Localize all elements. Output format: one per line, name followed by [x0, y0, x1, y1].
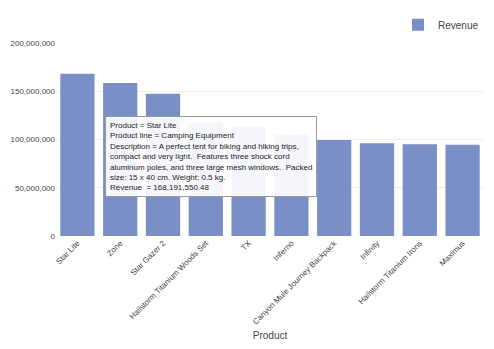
svg-text:Zone: Zone [105, 238, 125, 258]
svg-text:Product = Star LiteProduct lin: Product = Star LiteProduct line = Campin… [110, 121, 312, 192]
svg-text:Inferno: Inferno [272, 238, 296, 262]
svg-text:Product: Product [253, 330, 288, 341]
svg-text:50,000,000: 50,000,000 [15, 184, 56, 193]
svg-text:TX: TX [239, 238, 253, 252]
svg-text:Hailstorm Titanium Irons: Hailstorm Titanium Irons [357, 239, 424, 306]
svg-text:100,000,000: 100,000,000 [11, 135, 56, 144]
svg-text:200,000,000: 200,000,000 [11, 39, 56, 48]
svg-text:Canyon Mule Journey Backpack: Canyon Mule Journey Backpack [251, 238, 339, 326]
svg-text:150,000,000: 150,000,000 [11, 87, 56, 96]
svg-text:Revenue: Revenue [438, 20, 478, 31]
svg-text:Infinity: Infinity [359, 239, 382, 262]
svg-text:Maximus: Maximus [438, 239, 467, 268]
svg-text:0: 0 [51, 232, 56, 241]
svg-text:Star Lite: Star Lite [54, 238, 82, 266]
svg-text:Star Gazer 2: Star Gazer 2 [129, 238, 168, 277]
svg-text:Hailstorm Titanium Woods Set: Hailstorm Titanium Woods Set [128, 238, 211, 321]
